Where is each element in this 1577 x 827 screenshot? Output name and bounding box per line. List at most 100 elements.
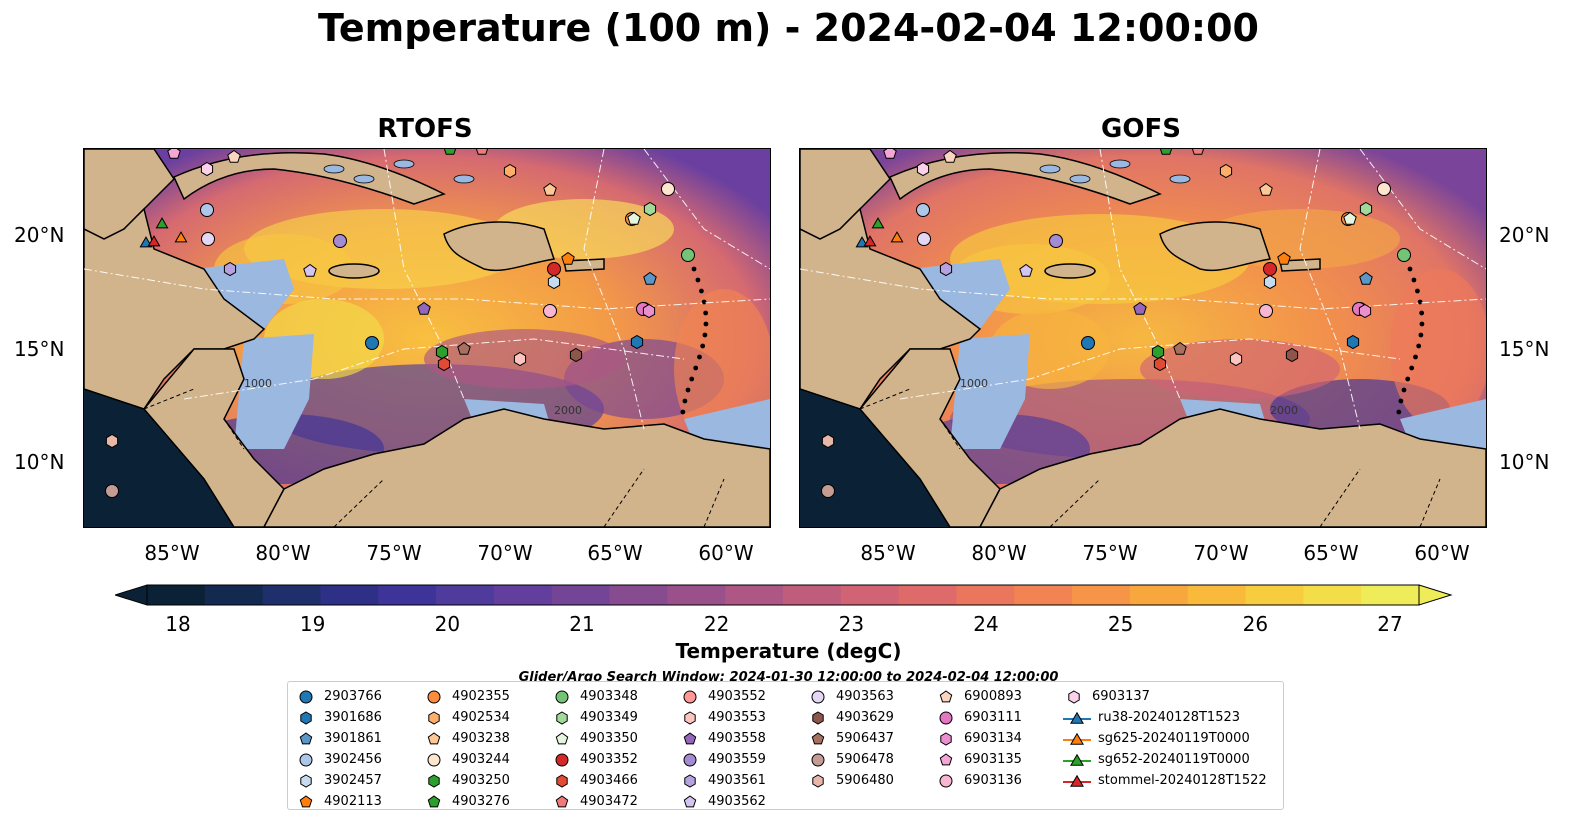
land-south-america <box>979 408 1486 527</box>
legend-item: 3901861 <box>294 728 382 749</box>
float-marker-4902534 <box>503 163 517 179</box>
legend-marker-icon <box>555 794 569 807</box>
legend-hexagon-icon <box>1068 689 1080 704</box>
legend-marker-icon <box>1068 689 1080 704</box>
legend-item: 4903559 <box>678 749 766 770</box>
legend-item: 4903352 <box>550 749 638 770</box>
land-lesser-antilles <box>1401 387 1407 393</box>
colorbar-segment <box>1303 585 1362 605</box>
legend-marker-icon <box>684 710 696 725</box>
legend-label: sg625-20240119T0000 <box>1098 731 1250 746</box>
float-marker-4903244 <box>1377 182 1391 196</box>
float-marker-4903250 <box>435 344 449 360</box>
legend-label: 4902355 <box>452 689 510 704</box>
float-marker-4903563 <box>917 232 931 246</box>
legend-item: 5906478 <box>806 749 894 770</box>
float-marker-4903466 <box>1153 356 1167 372</box>
legend-item: 4903629 <box>806 707 894 728</box>
legend-column: 6900893 6903111 6903134 6903135 6903136 <box>934 686 1022 791</box>
legend-item: 4902534 <box>422 707 510 728</box>
legend-label: stommel-20240128T1522 <box>1098 773 1267 788</box>
colorbar-segment <box>320 585 379 605</box>
legend-hexagon-icon <box>300 710 312 725</box>
legend-hexagon-icon <box>428 773 440 788</box>
float-marker-sg625-20240119T0000 <box>890 231 904 243</box>
colorbar-tick-label: 27 <box>1377 612 1403 636</box>
legend-marker-icon <box>939 752 953 765</box>
pacific-cold-region <box>800 389 950 527</box>
float-marker-5906478 <box>105 484 119 498</box>
legend-label: 4903238 <box>452 731 510 746</box>
legend-item: 3901686 <box>294 707 382 728</box>
land-lesser-antilles <box>1418 332 1424 338</box>
legend-hexagon-icon <box>940 731 952 746</box>
shelf-honduras <box>950 334 1030 449</box>
isobath-label-2000: 2000 <box>1270 404 1298 417</box>
float-marker-4903250 <box>1151 344 1165 360</box>
colorbar-tick-label: 22 <box>703 612 730 636</box>
float-marker-sg652-20240119T0000 <box>871 217 885 229</box>
legend-item: 2903766 <box>294 686 382 707</box>
colorbar-tick-label: 20 <box>434 612 461 636</box>
float-marker-6903135 <box>167 149 181 159</box>
float-marker-3901686 <box>1346 334 1360 350</box>
float-marker-4903350 <box>627 211 641 225</box>
legend-marker-icon <box>939 774 953 787</box>
land-south-america <box>263 408 770 527</box>
float-marker-4903559 <box>333 234 347 248</box>
legend-triangle-icon <box>1070 753 1084 766</box>
country-border <box>703 478 725 527</box>
eez-boundary <box>643 149 770 270</box>
land-bahamas <box>1109 159 1131 169</box>
eez-boundary <box>800 268 1486 310</box>
colorbar-frame <box>146 584 1420 606</box>
float-marker-stommel-20240128T1522 <box>863 235 877 247</box>
legend-label: 5906437 <box>836 731 894 746</box>
land-lesser-antilles <box>680 409 686 415</box>
float-marker-6903136 <box>1259 304 1273 318</box>
country-border <box>1419 478 1441 527</box>
legend-pentagon-icon <box>555 794 569 807</box>
legend-circle-icon <box>299 690 313 703</box>
legend-label: 4903553 <box>708 710 766 725</box>
colorbar-segment <box>493 585 553 605</box>
legend-label: 6903111 <box>964 710 1022 725</box>
colorbar-segment <box>725 585 784 605</box>
lon-label-70w-right: 70°W <box>1193 541 1249 565</box>
legend-label: 6903135 <box>964 752 1022 767</box>
legend-pentagon-icon <box>939 689 953 702</box>
float-marker-4902534 <box>1219 163 1233 179</box>
legend-label: sg652-20240119T0000 <box>1098 752 1250 767</box>
float-marker-6900893 <box>227 149 241 163</box>
legend-label: 4903558 <box>708 731 766 746</box>
float-marker-4903352 <box>547 262 561 276</box>
lat-label-10n: 10°N <box>14 450 65 474</box>
legend-item: 4903472 <box>550 791 638 812</box>
colorbar-tick-label: 19 <box>299 612 326 636</box>
float-marker-4903561 <box>223 261 237 277</box>
legend-item: 4903349 <box>550 707 638 728</box>
pacific-cold-region <box>84 389 234 527</box>
land-lesser-antilles <box>1415 288 1420 294</box>
legend-hexagon-icon <box>300 773 312 788</box>
legend-marker-icon <box>812 773 824 788</box>
colorbar-segment <box>840 585 900 605</box>
land-lesser-antilles <box>1409 365 1415 371</box>
legend-label: 4903350 <box>580 731 638 746</box>
colorbar-extend-min <box>115 584 148 606</box>
land-lesser-antilles <box>695 277 701 283</box>
float-marker-4903276 <box>1159 149 1173 155</box>
float-marker-4903553 <box>1229 351 1243 367</box>
legend-marker-icon <box>1063 732 1091 745</box>
legend-label: 4903349 <box>580 710 638 725</box>
colorbar-segment <box>147 585 206 605</box>
lat-label-15n-right: 15°N <box>1499 337 1550 361</box>
land-bahamas <box>1069 174 1091 184</box>
land-cuba <box>889 151 1162 205</box>
isobath-label-1000: 1000 <box>244 377 272 390</box>
legend-label: 4903561 <box>708 773 766 788</box>
legend-item: 5906437 <box>806 728 894 749</box>
map-rtofs: 1000 2000 <box>83 148 771 528</box>
float-marker-4903244 <box>661 182 675 196</box>
legend-item: 3902456 <box>294 749 382 770</box>
